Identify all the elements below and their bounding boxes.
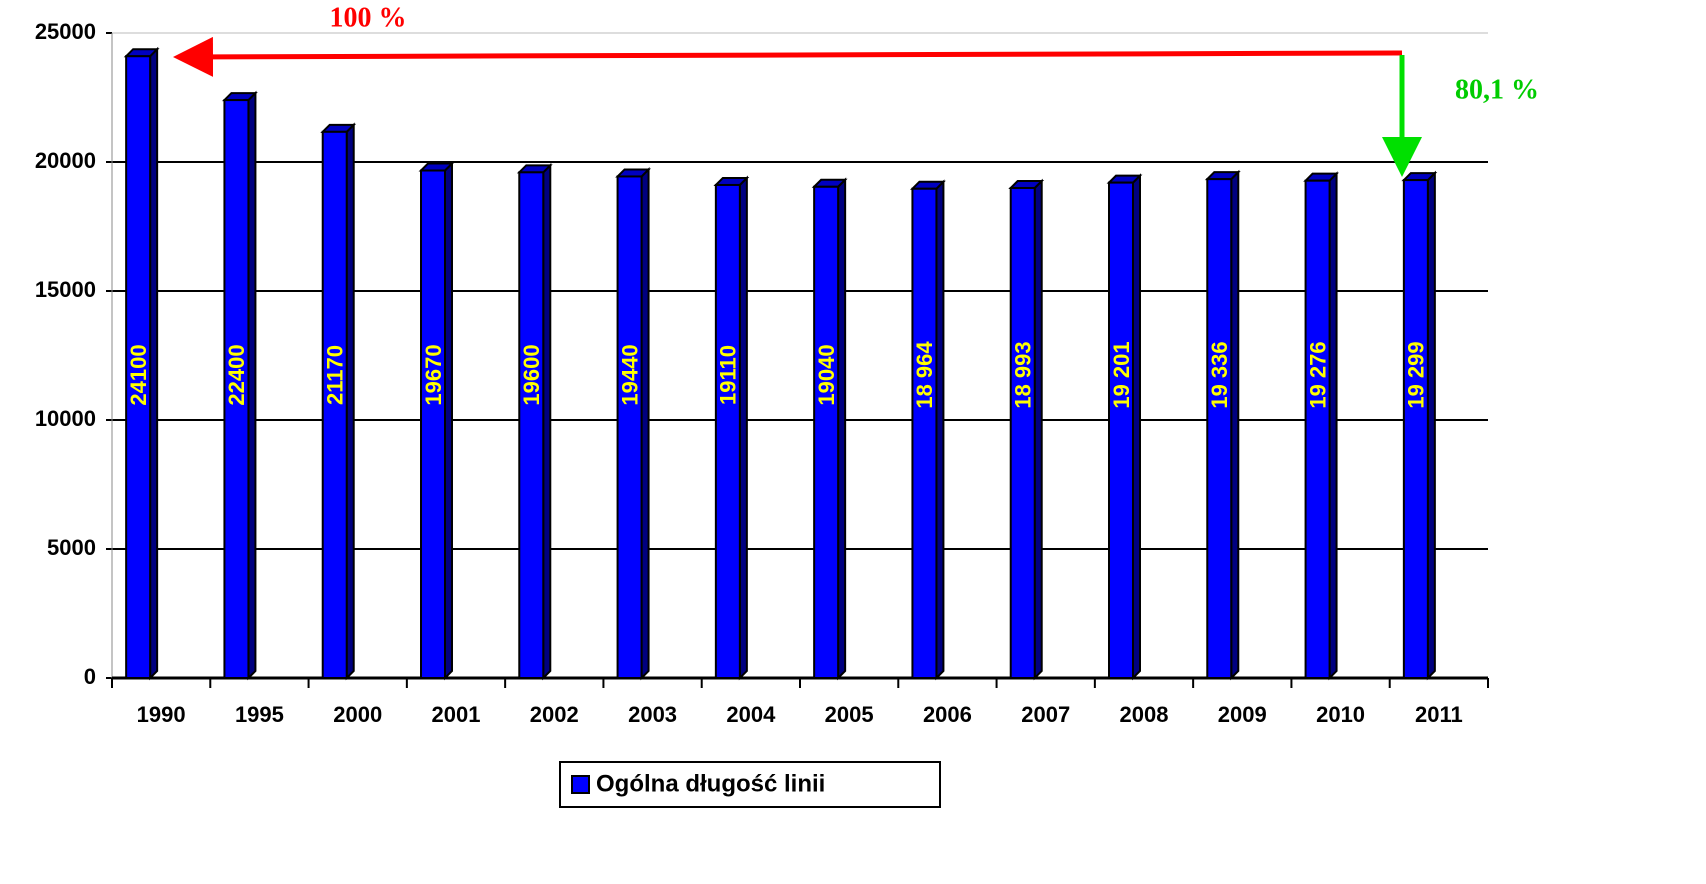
bar-top: [811, 178, 848, 188]
value-label: 18 964: [912, 341, 937, 409]
y-tick-label: 0: [84, 664, 96, 689]
y-tick-label: 20000: [35, 148, 96, 173]
annotation: 100 %: [330, 2, 407, 33]
bar-top: [1401, 172, 1438, 182]
bar: [1106, 173, 1143, 681]
x-tick-label: 2001: [432, 702, 481, 727]
x-tick-label: 2000: [333, 702, 382, 727]
bar-side: [640, 167, 650, 681]
bar-top: [713, 176, 750, 186]
value-label: 24100: [126, 344, 151, 405]
x-tick-label: 1995: [235, 702, 284, 727]
bar-side: [247, 90, 257, 681]
bar-front: [813, 185, 840, 679]
value-label: 19 336: [1207, 341, 1232, 408]
bar-top: [222, 92, 258, 102]
bar-side: [444, 161, 453, 681]
bar: [1401, 170, 1438, 681]
bar: [1303, 171, 1339, 681]
x-tick-label: 2002: [530, 702, 579, 727]
bar: [910, 179, 946, 681]
bar-top: [1106, 174, 1143, 184]
x-tick-label: 2004: [726, 702, 776, 727]
bar-top: [1303, 172, 1339, 182]
value-label: 19040: [814, 344, 839, 405]
red-arrow: [173, 36, 1403, 77]
bar-top: [910, 180, 946, 190]
bar: [516, 162, 553, 681]
x-tick-label: 2011: [1415, 702, 1463, 727]
bar-front: [1402, 179, 1429, 680]
value-label: 19 299: [1404, 341, 1429, 408]
bar-side: [738, 175, 748, 681]
legend: [559, 761, 941, 808]
value-label: 21170: [323, 345, 348, 405]
x-tick-label: 2003: [628, 702, 677, 727]
x-tick-label: 2009: [1218, 702, 1267, 727]
bar: [418, 161, 455, 681]
bar: [1204, 169, 1241, 681]
bar-top: [320, 123, 357, 133]
value-label: 22400: [224, 344, 249, 405]
legend-label: Ogólna długość linii: [596, 770, 825, 797]
value-label: 19670: [421, 344, 446, 405]
bar-front: [1206, 178, 1233, 679]
annotation: 80,1 %: [1455, 74, 1539, 105]
bar-top: [1008, 179, 1045, 189]
bar-side: [149, 46, 159, 681]
bar: [123, 46, 160, 681]
bar-side: [1132, 173, 1141, 681]
value-label: 19600: [519, 344, 544, 405]
x-tick-label: 2010: [1316, 702, 1365, 727]
bar: [1008, 178, 1045, 681]
bar-side: [1426, 170, 1436, 681]
bar-side: [345, 122, 355, 681]
bar-front: [223, 99, 250, 679]
y-tick-label: 25000: [35, 19, 96, 44]
bar-front: [1009, 186, 1036, 680]
bar-front: [321, 130, 348, 679]
bar-side: [935, 179, 945, 681]
bar-front: [616, 175, 643, 679]
bar-side: [1033, 178, 1043, 681]
y-tick-label: 10000: [35, 406, 96, 431]
value-label: 19 201: [1109, 341, 1134, 408]
bar: [811, 177, 848, 681]
bar-top: [615, 168, 651, 178]
bar-front: [125, 55, 152, 680]
bar-front: [420, 169, 446, 679]
bar-side: [1230, 169, 1240, 681]
bar-front: [1108, 181, 1134, 679]
value-label: 19 276: [1305, 341, 1330, 408]
value-label: 19110: [716, 345, 741, 405]
bar-side: [542, 162, 552, 681]
y-tick-label: 5000: [47, 535, 96, 560]
bar: [713, 175, 750, 681]
bar-front: [518, 171, 545, 679]
x-tick-label: 1990: [137, 702, 186, 727]
y-tick-label: 15000: [35, 277, 96, 302]
bar-top: [1204, 171, 1241, 181]
value-label: 19440: [617, 344, 642, 405]
x-tick-label: 2007: [1021, 702, 1070, 727]
value-label: 18 993: [1011, 341, 1036, 408]
bar-front: [1304, 179, 1331, 679]
bar-side: [837, 177, 847, 681]
x-tick-label: 2008: [1120, 702, 1169, 727]
x-tick-label: 2005: [825, 702, 874, 727]
bar-front: [714, 183, 741, 679]
bar: [222, 90, 258, 681]
bar: [615, 167, 651, 681]
plot-area: 0 5000 10000 15000 20000 25000 1990 24100 1995 22…: [35, 19, 1489, 727]
bar: [320, 122, 357, 681]
legend-swatch: [571, 775, 590, 794]
bar-front: [911, 187, 938, 680]
bar-top: [123, 48, 160, 58]
x-tick-label: 2006: [923, 702, 972, 727]
bar-top: [418, 162, 455, 172]
bar-side: [1328, 171, 1338, 681]
bar-top: [516, 164, 553, 174]
